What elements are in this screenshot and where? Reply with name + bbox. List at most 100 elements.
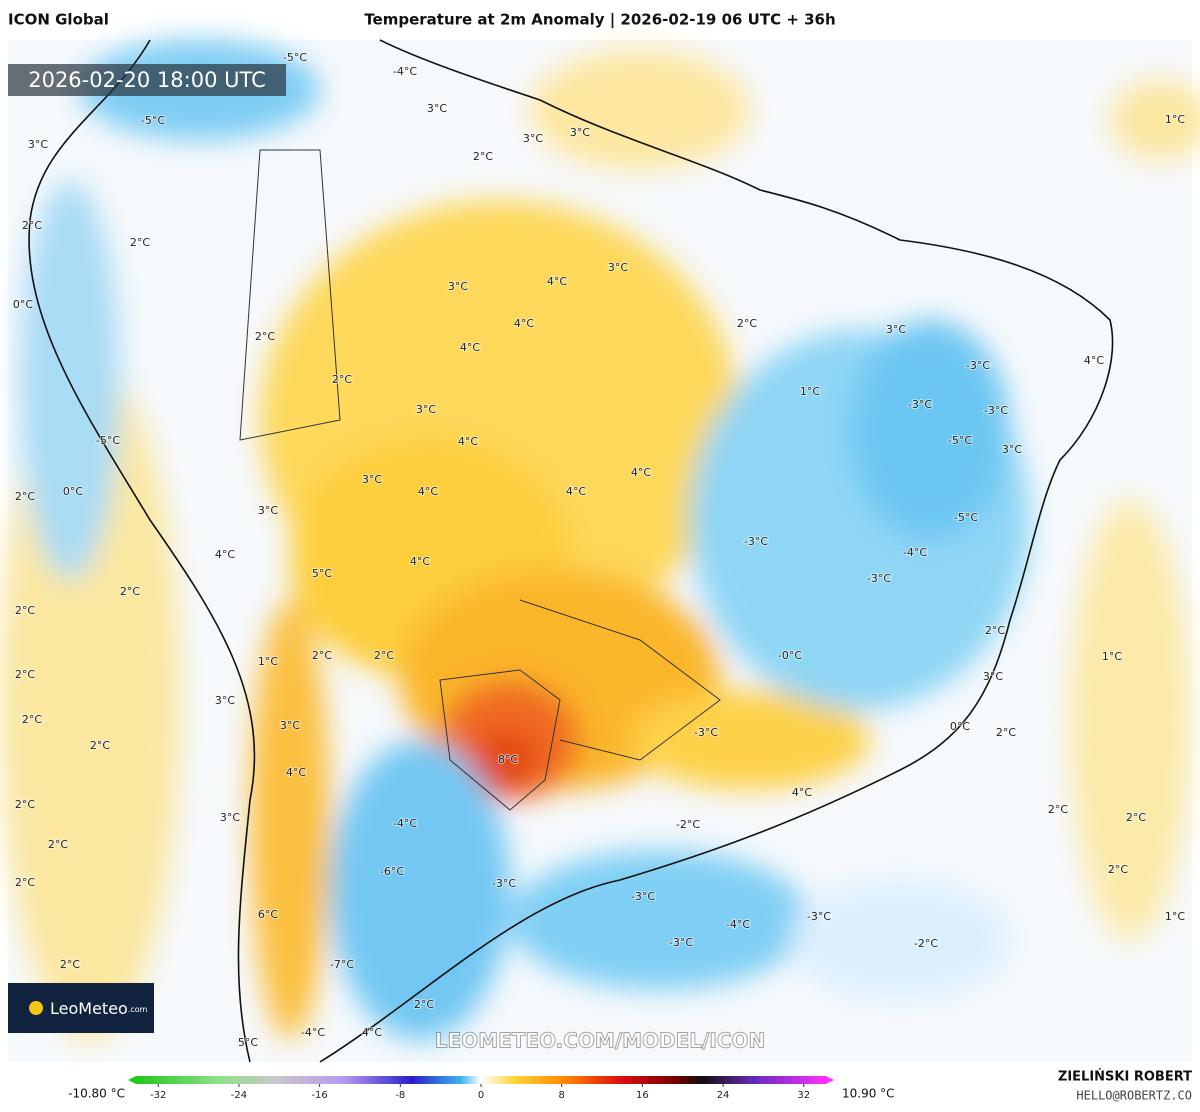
map-label: 2°C <box>130 236 150 249</box>
map-label: 8°C <box>498 753 518 766</box>
map-label: 4°C <box>458 435 478 448</box>
map-label: -3°C <box>807 910 831 923</box>
colorbar-tick-label: -8 <box>395 1090 405 1101</box>
map-label: -5°C <box>141 114 165 127</box>
map-label: 2°C <box>374 649 394 662</box>
map-label: 2°C <box>120 585 140 598</box>
map-label: 3°C <box>448 280 468 293</box>
map-label: 3°C <box>215 694 235 707</box>
map-label: 2°C <box>48 838 68 851</box>
map-label: 1°C <box>800 385 820 398</box>
map-label: 2°C <box>255 330 275 343</box>
map-label: 4°C <box>362 1026 382 1039</box>
colorbar-tick-label: 0 <box>478 1090 484 1101</box>
map-label: 2°C <box>985 624 1005 637</box>
model-name: ICON Global <box>8 11 109 29</box>
map-label: 1°C <box>258 655 278 668</box>
map-label: 3°C <box>362 473 382 486</box>
map-title: Temperature at 2m Anomaly | 2026-02-19 0… <box>364 11 835 30</box>
timestamp-box <box>8 64 286 96</box>
map-label: 4°C <box>215 548 235 561</box>
logo-sun <box>29 1001 43 1015</box>
map-label: 4°C <box>410 555 430 568</box>
colorbar-tick-label: -16 <box>311 1090 327 1101</box>
map-label: 4°C <box>460 341 480 354</box>
colorbar-tick-label: 16 <box>636 1090 649 1101</box>
map-label: 4°C <box>792 786 812 799</box>
map-label: 2°C <box>15 668 35 681</box>
map-label: 1°C <box>1102 650 1122 663</box>
map-label: 3°C <box>280 719 300 732</box>
map-label: 4°C <box>286 766 306 779</box>
map-label: -0°C <box>778 649 802 662</box>
map-label: 3°C <box>258 504 278 517</box>
colorbar-tick-label: 8 <box>558 1090 564 1101</box>
colorbar-scale <box>136 1076 826 1084</box>
author: ZIELIŃSKI ROBERT <box>1058 1069 1192 1085</box>
map-label: -7°C <box>330 958 354 971</box>
map-label: -5°C <box>283 51 307 64</box>
map-label: 3°C <box>416 403 436 416</box>
map-label: 1°C <box>1165 113 1185 126</box>
colorbar-arrow-low <box>128 1076 136 1084</box>
map-label: -5°C <box>954 511 978 524</box>
map <box>0 39 1200 1063</box>
map-label: -6°C <box>380 865 404 878</box>
map-label: -5°C <box>96 434 120 447</box>
map-label: -3°C <box>492 877 516 890</box>
timestamp: 2026-02-20 18:00 UTC <box>28 68 266 92</box>
borders <box>239 149 721 811</box>
map-label: -4°C <box>903 546 927 559</box>
map-label: -3°C <box>908 398 932 411</box>
map-label: 2°C <box>22 713 42 726</box>
map-label: 3°C <box>886 323 906 336</box>
map-labels: 2°C 2°C 2°C 3°C 4°C 3°C 4°C 4°C 2°C 3°C 4°C 1°C 3°C 3… <box>12 50 1186 1050</box>
map-label: -4°C <box>301 1026 325 1039</box>
logo-suffix: .com <box>128 1005 148 1014</box>
map-label: -3°C <box>744 535 768 548</box>
email: HELLO@ROBERTZ.CO <box>1076 1089 1192 1103</box>
map-label: 3°C <box>523 132 543 145</box>
map-label: -3°C <box>867 572 891 585</box>
map-label: 3°C <box>983 670 1003 683</box>
map-label: 2°C <box>1126 811 1146 824</box>
map-label: 2°C <box>22 219 42 232</box>
map-label: -3°C <box>669 936 693 949</box>
map-label: 1°C <box>1165 910 1185 923</box>
map-label: 4°C <box>514 317 534 330</box>
map-label: 3°C <box>28 138 48 151</box>
colorbar-min: -10.80 °C <box>68 1087 125 1101</box>
map-label: 0°C <box>13 298 33 311</box>
colorbar-tick-label: 24 <box>717 1090 730 1101</box>
coastline <box>28 39 1114 1063</box>
map-label: -3°C <box>984 404 1008 417</box>
map-label: 2°C <box>737 317 757 330</box>
map-label: -4°C <box>393 65 417 78</box>
map-label: 2°C <box>414 998 434 1011</box>
watermark: LEOMETEO.COM/MODEL/ICON <box>435 1029 765 1053</box>
map-label: -3°C <box>694 726 718 739</box>
colorbar: -10.80 °C 10.90 °C -32 -24 -16 -8 0 8 16 24 32 <box>68 1076 895 1101</box>
map-label: 6°C <box>258 908 278 921</box>
map-label: 3°C <box>608 261 628 274</box>
map-label: 3°C <box>220 811 240 824</box>
map-label: 2°C <box>15 876 35 889</box>
map-label: 4°C <box>1084 354 1104 367</box>
map-label: 4°C <box>566 485 586 498</box>
map-label: -3°C <box>966 359 990 372</box>
map-label: -4°C <box>726 918 750 931</box>
map-label: -2°C <box>676 818 700 831</box>
map-label: 2°C <box>1048 803 1068 816</box>
colorbar-arrow-high <box>826 1076 834 1084</box>
map-label: 2°C <box>15 798 35 811</box>
map-label: 0°C <box>63 485 83 498</box>
colorbar-tick-label: -24 <box>231 1090 247 1101</box>
map-label: 2°C <box>332 373 352 386</box>
map-label: 2°C <box>60 958 80 971</box>
map-label: 3°C <box>427 102 447 115</box>
map-label: 5°C <box>238 1036 258 1049</box>
map-label: -5°C <box>948 434 972 447</box>
logo-name: LeoMeteo <box>50 999 128 1018</box>
